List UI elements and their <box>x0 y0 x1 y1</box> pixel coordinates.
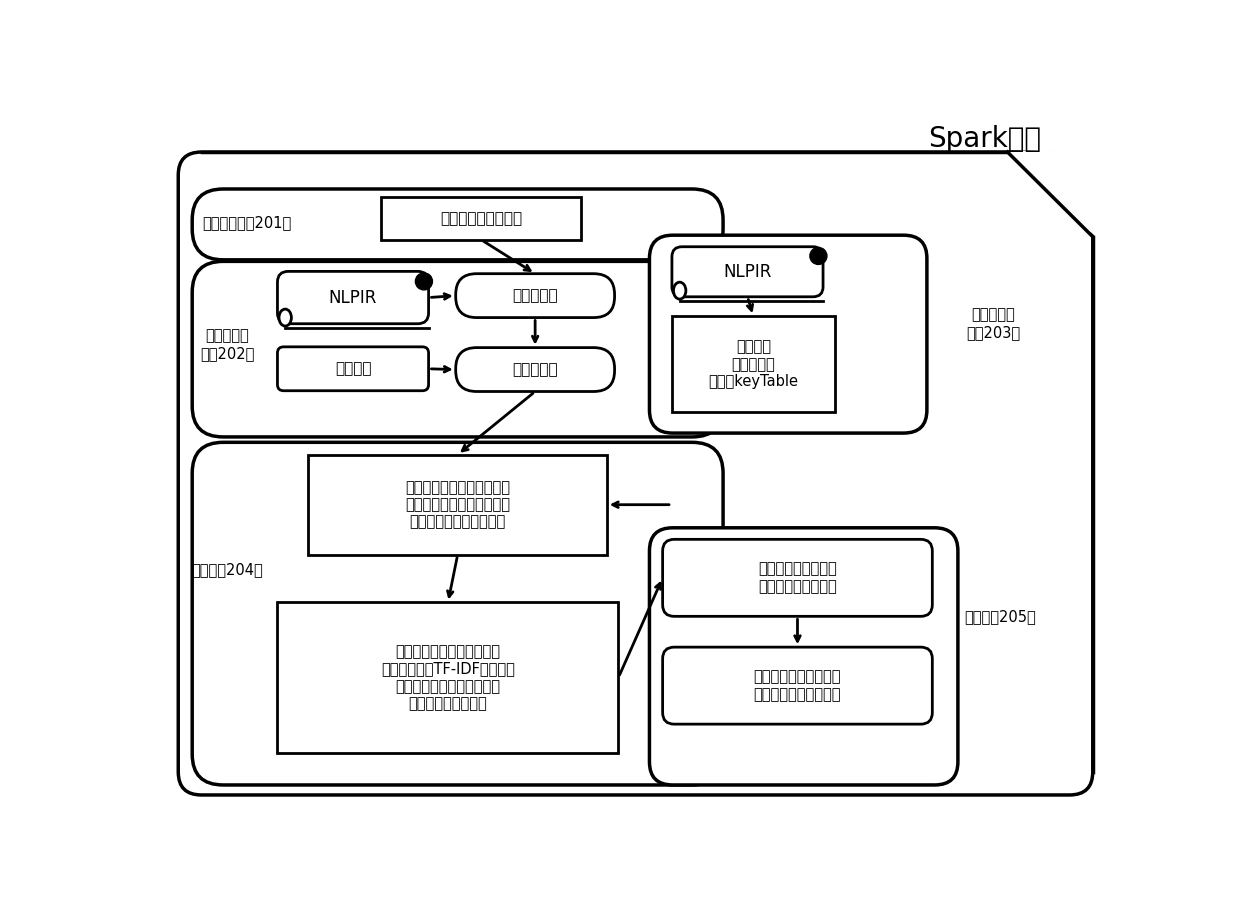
FancyBboxPatch shape <box>456 347 615 391</box>
Text: 分组模块205：: 分组模块205： <box>963 609 1035 624</box>
FancyBboxPatch shape <box>278 271 429 324</box>
Text: 每组最靠近聚类中心的
文本放在该组第一位置: 每组最靠近聚类中心的 文本放在该组第一位置 <box>754 669 841 702</box>
Text: 关键词统计
模块203：: 关键词统计 模块203： <box>966 307 1021 340</box>
Text: 将簇内频繁项集逆映射到文
本集中，根据TF-IDF对文本集
进行特征选择，按各簇内短
文本间距离迭代归簇: 将簇内频繁项集逆映射到文 本集中，根据TF-IDF对文本集 进行特征选择，按各簇… <box>381 644 515 711</box>
FancyBboxPatch shape <box>662 539 932 616</box>
FancyBboxPatch shape <box>456 273 615 317</box>
FancyBboxPatch shape <box>179 152 1092 795</box>
FancyBboxPatch shape <box>650 527 957 785</box>
Text: 文本预处理
模块202：: 文本预处理 模块202： <box>200 328 254 361</box>
FancyBboxPatch shape <box>278 346 429 390</box>
Text: 文本获取模块201：: 文本获取模块201： <box>202 216 291 230</box>
FancyBboxPatch shape <box>278 602 619 752</box>
Text: 结合准频繁项集间语义相关
系和关键词统计表，计算项
集间语义相似度，粗归簇: 结合准频繁项集间语义相关 系和关键词统计表，计算项 集间语义相似度，粗归簇 <box>405 480 510 529</box>
FancyBboxPatch shape <box>382 197 582 239</box>
Circle shape <box>415 273 433 290</box>
Text: 各文本项
关键词挖掘
统计于keyTable: 各文本项 关键词挖掘 统计于keyTable <box>708 339 799 389</box>
Text: 停用词过滤: 停用词过滤 <box>512 362 558 377</box>
Polygon shape <box>1007 148 1096 237</box>
Text: 聚类模块204：: 聚类模块204： <box>191 563 263 578</box>
FancyBboxPatch shape <box>662 647 932 724</box>
Text: Spark平台: Spark平台 <box>928 125 1040 153</box>
FancyBboxPatch shape <box>672 247 823 297</box>
FancyBboxPatch shape <box>192 442 723 785</box>
FancyBboxPatch shape <box>192 189 723 260</box>
Text: 将按聚类结果分成的
组按支持度降序排列: 将按聚类结果分成的 组按支持度降序排列 <box>758 561 837 594</box>
Text: 分词预处理: 分词预处理 <box>512 288 558 303</box>
Text: NLPIR: NLPIR <box>723 262 771 281</box>
Text: NLPIR: NLPIR <box>329 289 377 306</box>
FancyBboxPatch shape <box>192 261 723 437</box>
FancyBboxPatch shape <box>672 316 835 412</box>
Circle shape <box>810 248 827 264</box>
FancyBboxPatch shape <box>309 454 606 555</box>
Text: 停用词表: 停用词表 <box>335 361 371 377</box>
Ellipse shape <box>279 309 291 326</box>
Text: 线上讨论短文本获取: 线上讨论短文本获取 <box>440 211 522 226</box>
Ellipse shape <box>673 282 686 299</box>
FancyBboxPatch shape <box>650 235 926 433</box>
